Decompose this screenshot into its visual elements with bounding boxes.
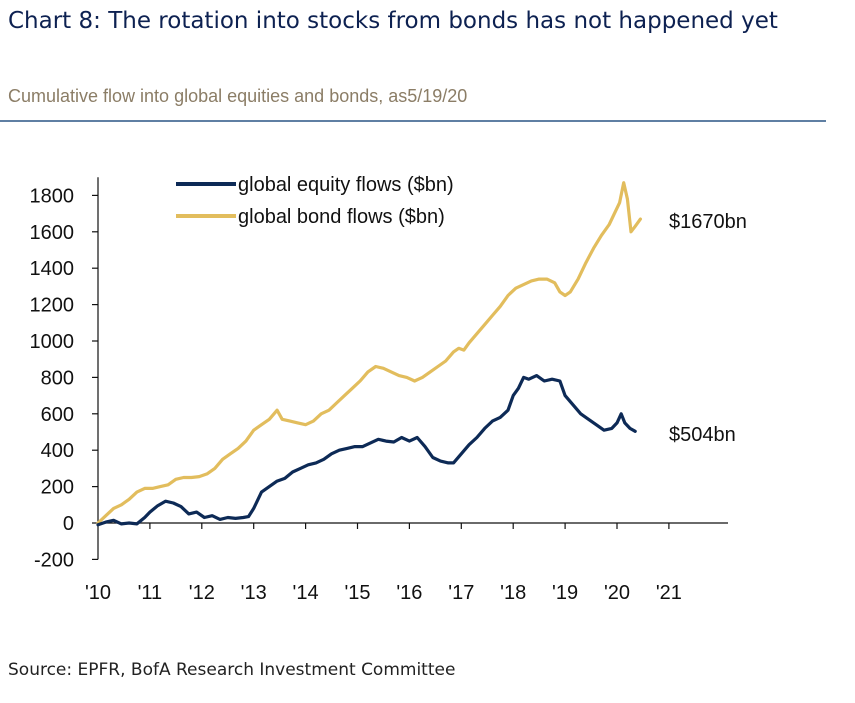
y-tick-label: 1800 — [30, 185, 75, 207]
legend-label: global equity flows ($bn) — [238, 174, 454, 196]
y-tick-label: 600 — [41, 404, 74, 426]
y-tick-label: 800 — [41, 367, 74, 389]
y-tick-label: -200 — [34, 549, 74, 571]
x-axis: '10 '11 '12 '13 '14 '15 '16 '17 '18 '19 '20 '21 — [85, 522, 728, 604]
x-tick-label: '17 — [448, 582, 474, 604]
legend: global equity flows ($bn) global bond flo… — [176, 174, 454, 228]
y-tick-label: 1400 — [30, 258, 75, 280]
y-tick-label: 1600 — [30, 222, 75, 244]
x-tick-label: '11 — [138, 582, 163, 604]
series-layer — [96, 181, 642, 527]
chart-title: Chart 8: The rotation into stocks from b… — [8, 8, 778, 34]
x-tick-label: '13 — [241, 582, 267, 604]
x-tick-label: '14 — [293, 582, 319, 604]
equity-end-label: $504bn — [669, 424, 736, 446]
line-chart: 1800 1600 1400 1200 1000 800 600 400 200 0 -200 '1… — [30, 174, 747, 604]
y-tick-label: 1200 — [30, 295, 75, 317]
x-tick-label: '19 — [552, 582, 578, 604]
x-tick-label: '18 — [500, 582, 526, 604]
legend-label: global bond flows ($bn) — [238, 206, 445, 228]
x-tick-label: '10 — [85, 582, 111, 604]
source-note: Source: EPFR, BofA Research Investment C… — [8, 660, 456, 680]
y-tick-label: 1000 — [30, 331, 75, 353]
chart-subtitle: Cumulative flow into global equities and… — [8, 86, 468, 106]
x-tick-label: '20 — [604, 582, 630, 604]
x-tick-label: '15 — [344, 582, 370, 604]
y-axis: 1800 1600 1400 1200 1000 800 600 400 200 0 -200 — [30, 177, 99, 571]
x-tick-label: '16 — [396, 582, 422, 604]
bond-flows-line — [96, 181, 642, 525]
end-labels: $504bn $1670bn — [669, 211, 747, 446]
y-tick-label: 0 — [63, 513, 74, 535]
x-tick-label: '21 — [656, 582, 682, 604]
header-divider — [0, 120, 826, 122]
bond-end-label: $1670bn — [669, 211, 747, 233]
y-tick-label: 200 — [41, 477, 74, 499]
y-tick-label: 400 — [41, 440, 74, 462]
equity-flows-line — [96, 374, 637, 527]
x-tick-label: '12 — [189, 582, 215, 604]
